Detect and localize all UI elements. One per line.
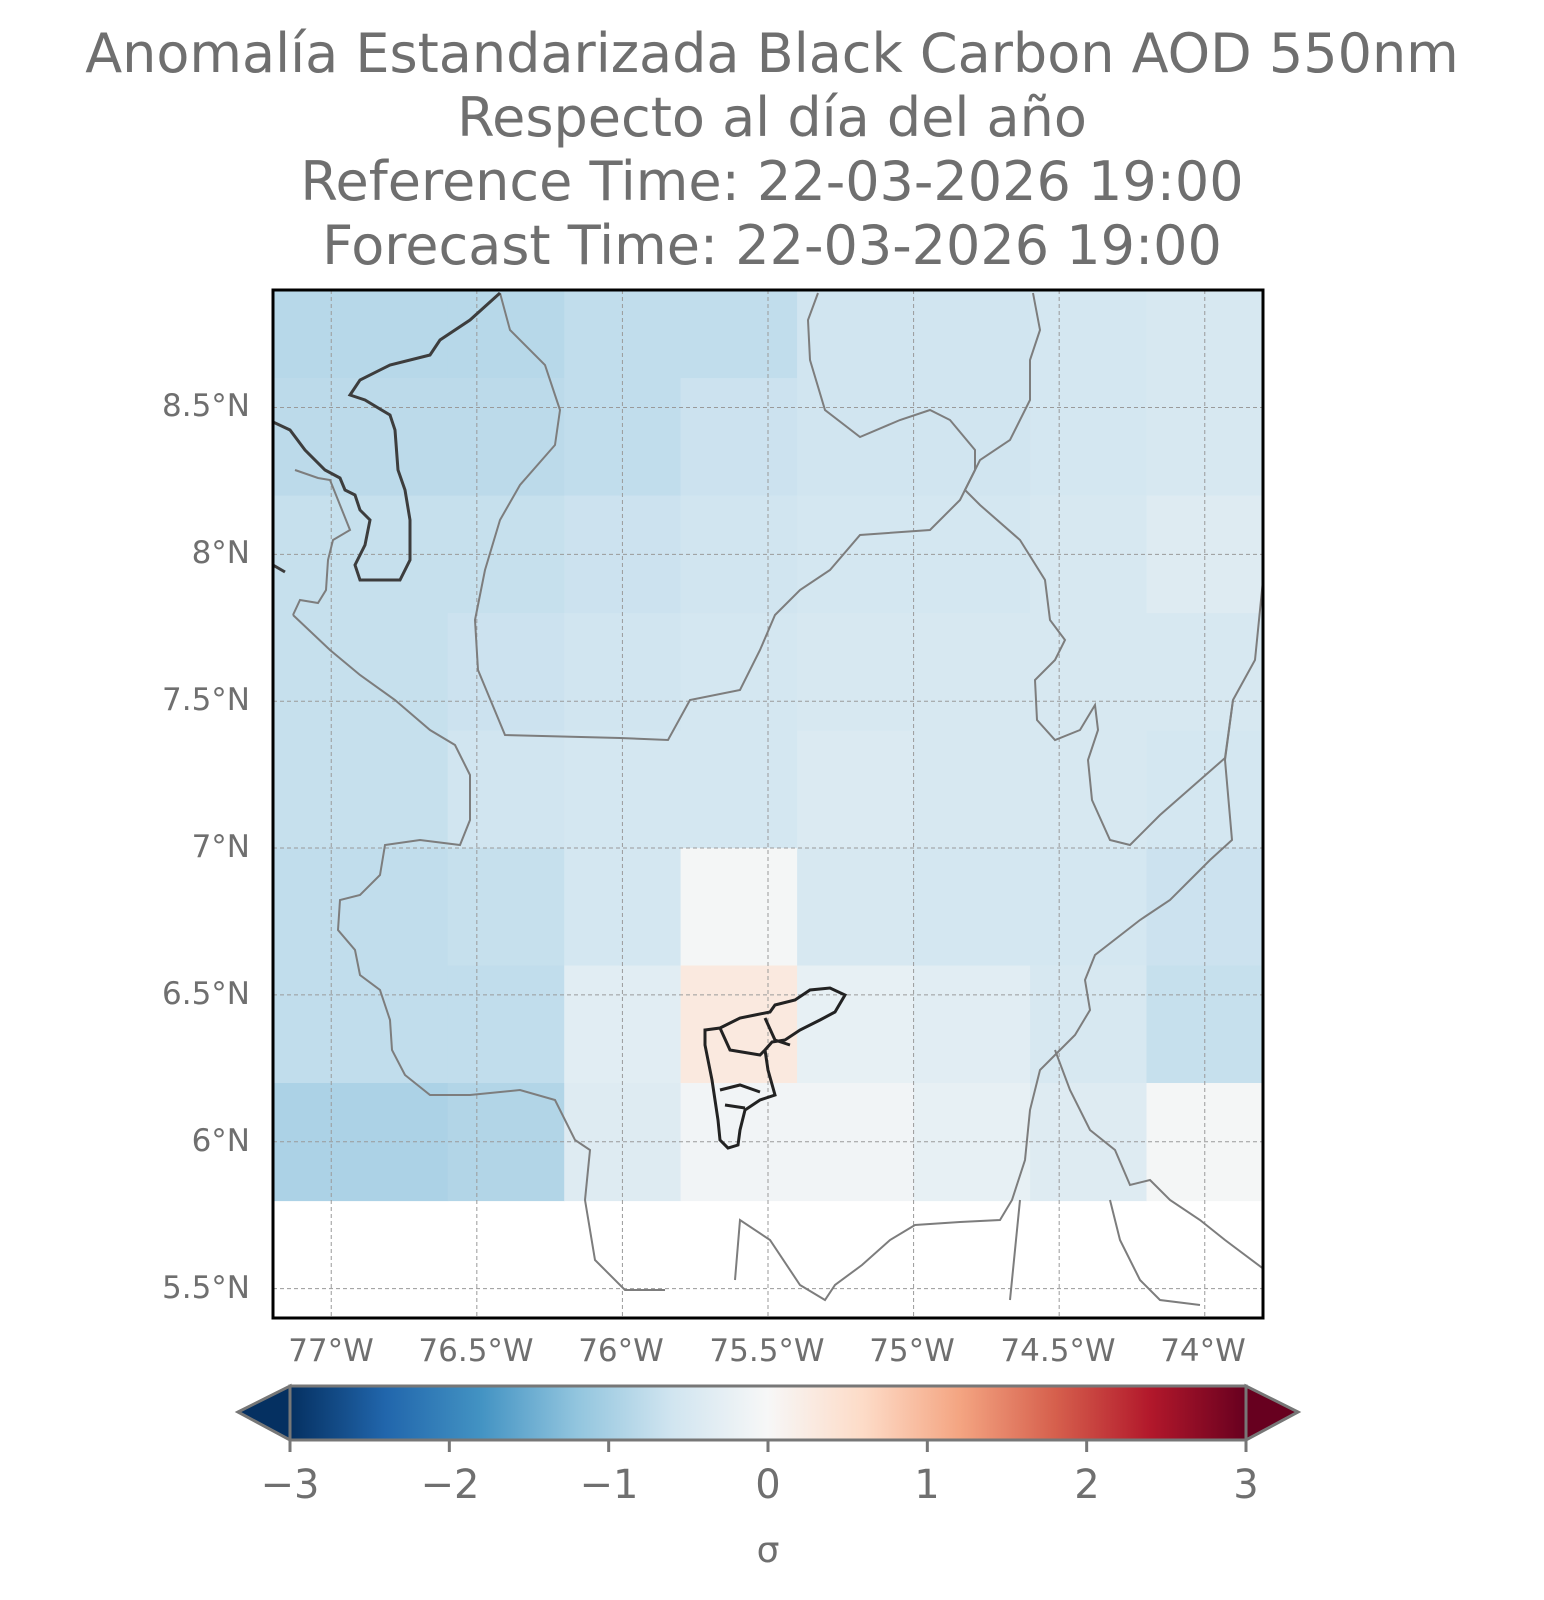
colorbar-tick-neg3: −3 xyxy=(260,1462,320,1508)
heatmap-cell xyxy=(797,965,915,1084)
heatmap-cell xyxy=(447,378,565,497)
admin-boundary-east xyxy=(963,292,1263,847)
title-line-4: Forecast Time: 22-03-2026 19:00 xyxy=(322,214,1222,277)
title-line-1: Anomalía Estandarizada Black Carbon AOD … xyxy=(85,22,1459,85)
title-line-3: Reference Time: 22-03-2026 19:00 xyxy=(300,150,1244,213)
heatmap-cell xyxy=(447,613,565,732)
heatmap-cell xyxy=(913,848,1031,967)
heatmap-cell xyxy=(797,290,915,379)
heatmap-cell xyxy=(797,848,915,967)
lon-label-74: 74°W xyxy=(1160,1333,1246,1369)
lat-label-7: 7°N xyxy=(191,829,250,865)
map-frame xyxy=(271,288,1265,1320)
admin-boundary-urabá xyxy=(292,614,665,1291)
gridlines xyxy=(273,290,1263,1318)
heatmap-cell xyxy=(913,730,1031,849)
lat-label-7-5: 7.5°N xyxy=(162,682,250,718)
heatmap-cell xyxy=(913,965,1031,1084)
heatmap-cell xyxy=(1030,730,1148,849)
heatmap-cell xyxy=(680,965,798,1084)
admin-boundary-south-east-branch xyxy=(1054,1049,1263,1270)
colorbar-tickmarks xyxy=(288,1440,1248,1452)
heatmap-cell xyxy=(1030,613,1148,732)
heatmap-cell xyxy=(680,378,798,497)
lat-label-6: 6°N xyxy=(191,1123,250,1159)
colorbar-tick-neg1: −1 xyxy=(579,1462,639,1508)
heatmap-cell xyxy=(797,613,915,732)
heatmap-cell xyxy=(273,730,449,849)
lat-label-5-5: 5.5°N xyxy=(162,1270,250,1306)
heatmap-cell xyxy=(447,290,565,379)
admin-boundary-north xyxy=(473,292,976,742)
colorbar-tick-neg2: −2 xyxy=(420,1462,480,1508)
lon-label-76-5: 76.5°W xyxy=(418,1333,534,1369)
metro-municipalities xyxy=(703,986,848,1150)
heatmap-cell xyxy=(680,613,798,732)
heatmap-cell xyxy=(797,730,915,849)
heatmap-cell xyxy=(273,378,449,497)
heatmap-cell xyxy=(273,848,449,967)
admin-boundary-river xyxy=(1009,1199,1201,1306)
heatmap-cell xyxy=(273,290,449,379)
heatmap-cell xyxy=(913,290,1031,379)
heatmap-cell xyxy=(680,290,798,379)
admin-boundary-west xyxy=(292,469,352,616)
lon-label-75-5: 75.5°W xyxy=(709,1333,825,1369)
coastline-uraba-gulf xyxy=(273,291,502,582)
heatmap-cell xyxy=(447,965,565,1084)
admin-boundary-southeast xyxy=(734,699,1234,1302)
title-line-2: Respecto al día del año xyxy=(457,86,1087,149)
heatmap-cell xyxy=(1030,378,1148,497)
lat-label-8-5: 8.5°N xyxy=(162,388,250,424)
lat-label-8: 8°N xyxy=(191,535,250,571)
colorbar-tick-1: 1 xyxy=(914,1462,940,1508)
lat-label-6-5: 6.5°N xyxy=(162,976,250,1012)
lon-label-76: 76°W xyxy=(578,1333,664,1369)
heatmap-cell xyxy=(273,965,449,1084)
boundaries xyxy=(273,291,1263,1306)
heatmap-cell xyxy=(913,378,1031,497)
heatmap-cell xyxy=(680,848,798,967)
heatmap-cell xyxy=(1030,848,1148,967)
colorbar-label: σ xyxy=(756,1530,780,1571)
colorbar-tick-2: 2 xyxy=(1074,1462,1100,1508)
heatmap-cell xyxy=(1030,290,1148,379)
heatmap-cell xyxy=(1030,965,1148,1084)
lon-label-77: 77°W xyxy=(288,1333,374,1369)
colorbar-tick-0: 0 xyxy=(755,1462,781,1508)
heatmap-cell xyxy=(273,613,449,732)
colorbar xyxy=(234,1383,1302,1443)
coastline-fragment xyxy=(273,563,286,574)
heatmap-cell xyxy=(680,730,798,849)
lon-label-74-5: 74.5°W xyxy=(1000,1333,1116,1369)
heatmap-cell xyxy=(797,378,915,497)
heatmap-cell xyxy=(447,848,565,967)
heatmap-cell xyxy=(913,613,1031,732)
colorbar-tick-3: 3 xyxy=(1233,1462,1259,1508)
lon-label-75: 75°W xyxy=(869,1333,955,1369)
